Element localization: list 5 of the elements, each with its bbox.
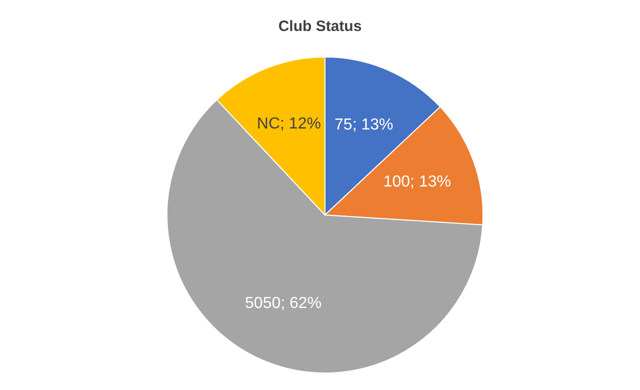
- slice-label: 75; 13%: [334, 116, 394, 134]
- slice-label: 5050; 62%: [245, 295, 322, 312]
- chart-title: Club Status: [277, 17, 363, 35]
- slice-label: 100; 13%: [383, 173, 451, 190]
- slice-label: NC; 12%: [256, 115, 321, 132]
